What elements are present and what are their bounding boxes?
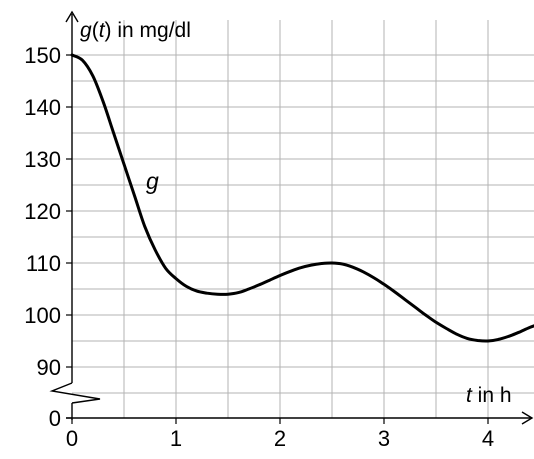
series-line-g [70,53,534,343]
y-tick-label: 140 [24,95,61,120]
tick-labels: 0 1 2 3 4 0 90 100 110 120 130 140 150 [24,43,494,451]
axis-break-mark [49,382,101,404]
y-axis-label: g(t) in mg/dl [80,19,191,42]
x-axis-label: t in h [466,384,512,407]
y-tick-label: 100 [24,303,61,328]
axes [49,10,534,425]
y-tick-label: 110 [26,251,61,276]
x-tick-label: 1 [170,426,182,451]
series-label-g: g [146,168,159,194]
x-tick-label: 4 [482,426,494,451]
y-axis-arrow [65,10,79,23]
curve-layer [70,53,534,343]
y-tick-label: 130 [24,147,61,172]
y-tick-label: 0 [49,406,61,431]
x-tick-label: 2 [274,426,286,451]
y-tick-label: 90 [37,355,61,380]
y-tick-label: 150 [24,43,61,68]
x-axis-arrow [521,411,534,425]
y-tick-label: 120 [24,199,61,224]
grid [72,20,534,418]
x-tick-label: 0 [66,426,78,451]
x-tick-label: 3 [378,426,390,451]
